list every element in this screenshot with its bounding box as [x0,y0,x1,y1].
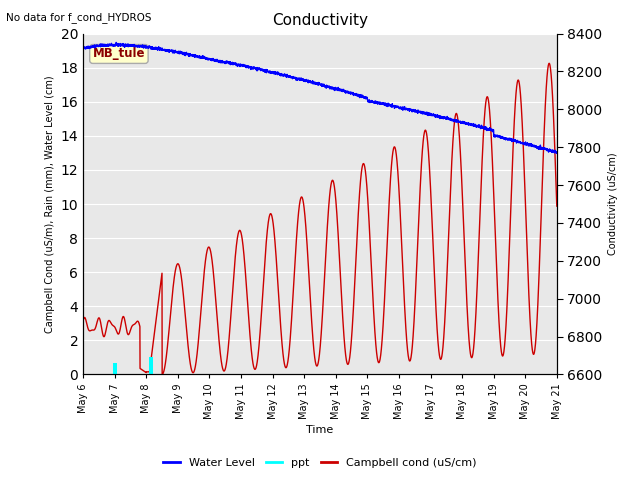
Y-axis label: Conductivity (uS/cm): Conductivity (uS/cm) [608,153,618,255]
X-axis label: Time: Time [307,425,333,435]
Y-axis label: Campbell Cond (uS/m), Rain (mm), Water Level (cm): Campbell Cond (uS/m), Rain (mm), Water L… [45,75,55,333]
Bar [113,363,116,374]
Legend: Water Level, ppt, Campbell cond (uS/cm): Water Level, ppt, Campbell cond (uS/cm) [159,453,481,472]
Text: No data for f_cond_HYDROS: No data for f_cond_HYDROS [6,12,152,23]
Title: Conductivity: Conductivity [272,13,368,28]
Bar [149,357,153,374]
Text: MB_tule: MB_tule [93,48,145,60]
